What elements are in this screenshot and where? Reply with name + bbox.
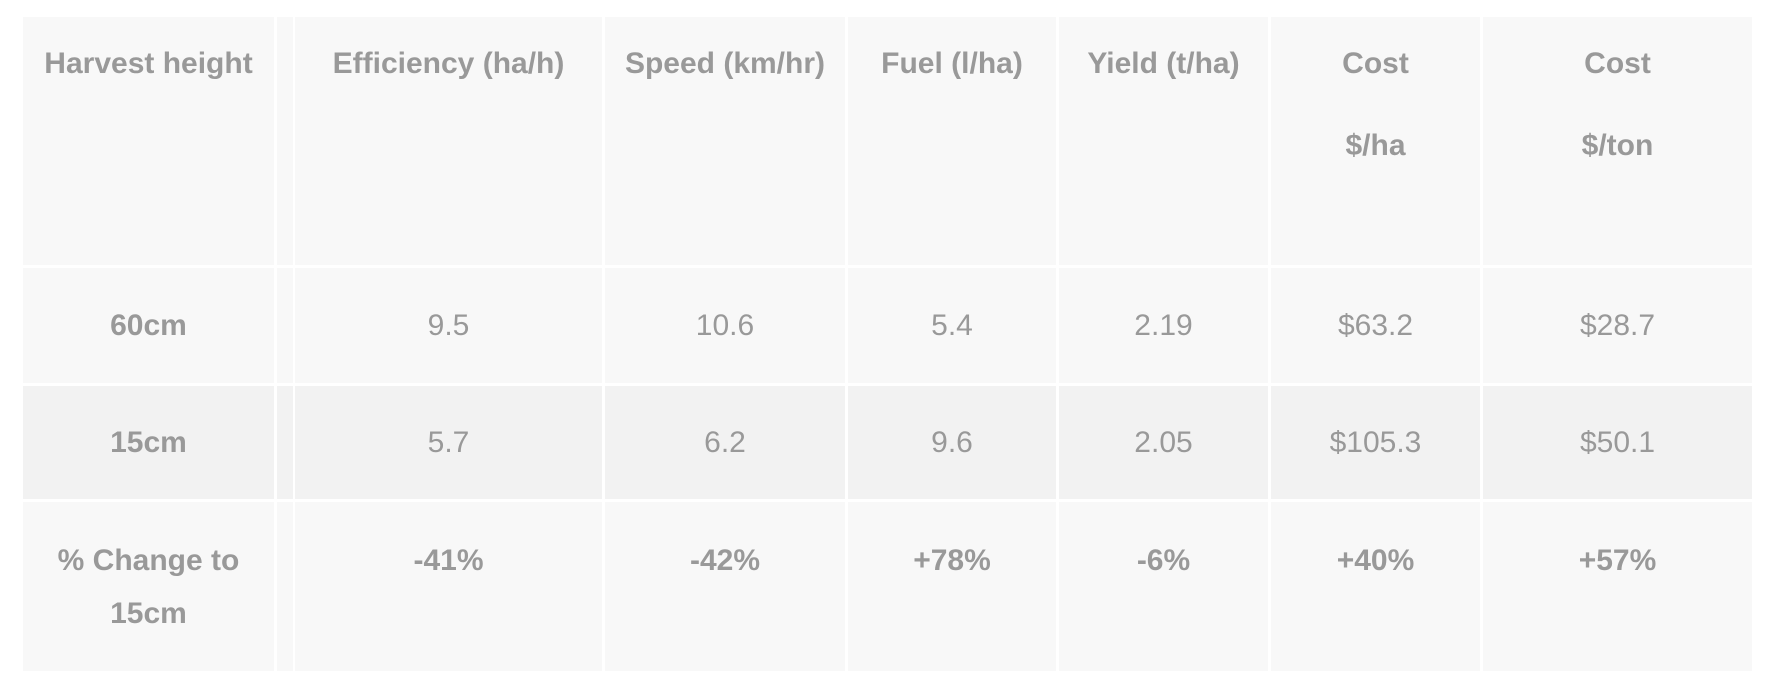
cell-text: 6.2	[704, 426, 746, 459]
table-cell: 9.5	[295, 268, 602, 383]
header-cell: Efficiency (ha/h)	[295, 17, 602, 265]
table-cell: 15cm	[23, 386, 274, 499]
cell-text: 5.4	[931, 309, 973, 342]
header-cell: Speed (km/hr)	[605, 17, 845, 265]
table-cell: 10.6	[605, 268, 845, 383]
table-cell: 5.4	[848, 268, 1056, 383]
table-cell: $28.7	[1483, 268, 1752, 383]
table-cell: +40%	[1271, 502, 1480, 671]
cell-text: % Change to 15cm	[57, 544, 240, 630]
header-text: Cost	[1584, 47, 1651, 80]
table-cell: +57%	[1483, 502, 1752, 671]
header-cell: Harvest height	[23, 17, 274, 265]
header-text: Efficiency (ha/h)	[332, 47, 565, 80]
header-text: $/ton	[1581, 129, 1654, 162]
table-cell: 6.2	[605, 386, 845, 499]
table-cell: +78%	[848, 502, 1056, 671]
cell-text: 2.05	[1134, 426, 1193, 459]
cell-text: $63.2	[1337, 309, 1414, 342]
cell-text: 15cm	[110, 426, 187, 459]
table-cell: 60cm	[23, 268, 274, 383]
header-cell: Cost $/ton	[1483, 17, 1752, 265]
cell-text: $28.7	[1579, 309, 1656, 342]
cell-text: -41%	[413, 544, 484, 577]
cell-text: $105.3	[1329, 426, 1422, 459]
cell-text: -6%	[1136, 544, 1191, 577]
cell-text: 2.19	[1134, 309, 1193, 342]
cell-text: 9.5	[427, 309, 470, 342]
table-cell: $50.1	[1483, 386, 1752, 499]
table-cell: $105.3	[1271, 386, 1480, 499]
table-cell: 5.7	[295, 386, 602, 499]
header-cell: Cost $/ha	[1271, 17, 1480, 265]
cell-text: -42%	[689, 544, 761, 577]
cell-text: +78%	[913, 544, 991, 577]
cell-text: $50.1	[1579, 426, 1656, 459]
table-cell: % Change to 15cm	[23, 502, 274, 671]
header-text: Harvest height	[44, 47, 253, 80]
cell-text: 9.6	[931, 426, 973, 459]
header-text: $/ha	[1345, 129, 1406, 162]
header-text: Fuel (l/ha)	[881, 47, 1023, 80]
cell-text: 10.6	[695, 309, 755, 342]
header-text: Speed (km/hr)	[624, 47, 826, 80]
cell-text: 60cm	[110, 309, 187, 342]
table-cell: -41%	[295, 502, 602, 671]
table-cell: 2.05	[1059, 386, 1268, 499]
cell-text: +40%	[1336, 544, 1415, 577]
data-table: Harvest height Efficiency (ha/h) Speed (km…	[23, 17, 1752, 671]
cell-text: 5.7	[427, 426, 470, 459]
header-text: Yield (t/ha)	[1087, 47, 1240, 80]
table-cell: $63.2	[1271, 268, 1480, 383]
table-cell: 9.6	[848, 386, 1056, 499]
cell-text: +57%	[1578, 544, 1657, 577]
header-text: Cost	[1342, 47, 1409, 80]
header-cell: Fuel (l/ha)	[848, 17, 1056, 265]
header-cell: Yield (t/ha)	[1059, 17, 1268, 265]
table-cell: 2.19	[1059, 268, 1268, 383]
table-cell: -6%	[1059, 502, 1268, 671]
table-cell: -42%	[605, 502, 845, 671]
